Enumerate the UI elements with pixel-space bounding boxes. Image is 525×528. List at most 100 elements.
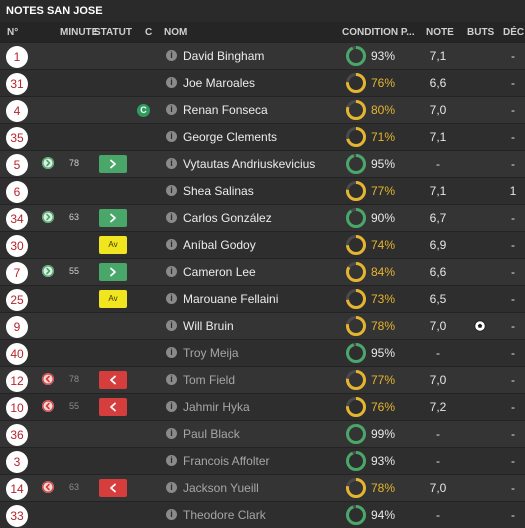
condition-value: 77% (371, 373, 396, 387)
sub-minute: 78 (68, 158, 79, 168)
table-row[interactable]: 36 i Paul Black 99% - - (0, 420, 525, 447)
info-icon[interactable]: i (166, 482, 177, 493)
info-icon[interactable]: i (166, 239, 177, 250)
rating-value: 7,2 (429, 400, 447, 414)
table-row[interactable]: 6 i Shea Salinas 77% 7,1 1 (0, 177, 525, 204)
col-statut-header[interactable]: STATUT (94, 27, 132, 38)
shirt-number: 36 (6, 424, 28, 446)
sub-on-badge (99, 209, 127, 227)
player-name[interactable]: Francois Affolter (183, 454, 270, 468)
info-icon[interactable]: i (166, 428, 177, 439)
col-name-header[interactable]: NOM (164, 27, 188, 38)
info-icon[interactable]: i (166, 50, 177, 61)
player-name[interactable]: Renan Fonseca (183, 103, 268, 117)
info-icon[interactable]: i (166, 266, 177, 277)
player-name[interactable]: Paul Black (183, 427, 240, 441)
info-icon[interactable]: i (166, 374, 177, 385)
table-row[interactable]: 14 63 i Jackson Yueill 78% 7,0 - (0, 474, 525, 501)
condition-value: 71% (371, 130, 396, 144)
table-row[interactable]: 40 i Troy Meija 95% - - (0, 339, 525, 366)
shirt-number: 35 (6, 127, 28, 149)
player-name[interactable]: Jahmir Hyka (183, 400, 250, 414)
rating-value: 7,0 (429, 319, 447, 333)
condition-ring-icon (346, 73, 366, 93)
shirt-number: 7 (6, 262, 28, 284)
table-row[interactable]: 3 i Francois Affolter 93% - - (0, 447, 525, 474)
table-row[interactable]: 9 i Will Bruin 78% 7,0 - (0, 312, 525, 339)
decisive-value: - (511, 265, 515, 279)
info-icon[interactable]: i (166, 293, 177, 304)
col-note-header[interactable]: NOTE (426, 27, 454, 38)
shirt-number: 31 (6, 73, 28, 95)
player-name[interactable]: Jackson Yueill (183, 481, 259, 495)
sub-minute: 78 (68, 374, 79, 384)
rating-value: 6,6 (429, 265, 447, 279)
decisive-value: - (511, 103, 515, 117)
info-icon[interactable]: i (166, 158, 177, 169)
table-row[interactable]: 30 Av i Aníbal Godoy 74% 6,9 - (0, 231, 525, 258)
info-icon[interactable]: i (166, 131, 177, 142)
sub-in-icon (42, 211, 54, 223)
player-name[interactable]: Joe Maroales (183, 76, 256, 90)
sub-in-icon (42, 265, 54, 277)
info-icon[interactable]: i (166, 320, 177, 331)
player-name[interactable]: Marouane Fellaini (183, 292, 279, 306)
player-name[interactable]: Will Bruin (183, 319, 234, 333)
condition-value: 84% (371, 265, 396, 279)
table-row[interactable]: 31 i Joe Maroales 76% 6,6 - (0, 69, 525, 96)
condition-value: 78% (371, 319, 396, 333)
player-name[interactable]: Cameron Lee (183, 265, 256, 279)
col-captain-header[interactable]: C (145, 27, 153, 38)
col-condition-header[interactable]: CONDITION P... (342, 27, 415, 38)
info-icon[interactable]: i (166, 455, 177, 466)
condition-value: 73% (371, 292, 396, 306)
shirt-number: 40 (6, 343, 28, 365)
decisive-value: - (511, 454, 515, 468)
table-row[interactable]: 5 78 i Vytautas Andriuskevicius 95% - - (0, 150, 525, 177)
table-row[interactable]: 7 55 i Cameron Lee 84% 6,6 - (0, 258, 525, 285)
condition-value: 99% (371, 427, 396, 441)
rating-value: - (436, 454, 440, 468)
info-icon[interactable]: i (166, 77, 177, 88)
condition-ring-icon (346, 208, 366, 228)
col-num-header[interactable]: N° (7, 27, 19, 38)
rating-value: 7,1 (429, 184, 447, 198)
table-row[interactable]: 34 63 i Carlos González 90% 6,7 - (0, 204, 525, 231)
decisive-value: - (511, 373, 515, 387)
col-decisive-header[interactable]: DÉC (503, 27, 525, 38)
info-icon[interactable]: i (166, 185, 177, 196)
player-name[interactable]: David Bingham (183, 49, 265, 63)
table-row[interactable]: 1 i David Bingham 93% 7,1 - (0, 42, 525, 69)
condition-value: 95% (371, 157, 396, 171)
table-row[interactable]: 12 78 i Tom Field 77% 7,0 - (0, 366, 525, 393)
player-name[interactable]: Theodore Clark (183, 508, 266, 522)
player-name[interactable]: Tom Field (183, 373, 236, 387)
table-row[interactable]: 25 Av i Marouane Fellaini 73% 6,5 - (0, 285, 525, 312)
player-name[interactable]: Shea Salinas (183, 184, 254, 198)
table-row[interactable]: 35 i George Clements 71% 7,1 - (0, 123, 525, 150)
player-name[interactable]: Vytautas Andriuskevicius (183, 157, 316, 171)
sub-on-badge (99, 155, 127, 173)
table-row[interactable]: 10 55 i Jahmir Hyka 76% 7,2 - (0, 393, 525, 420)
player-name[interactable]: Troy Meija (183, 346, 239, 360)
info-icon[interactable]: i (166, 212, 177, 223)
condition-ring-icon (346, 262, 366, 282)
info-icon[interactable]: i (166, 347, 177, 358)
condition-value: 94% (371, 508, 396, 522)
condition-ring-icon (346, 451, 366, 471)
decisive-value: - (511, 319, 515, 333)
col-minute-header[interactable]: MINUTE (60, 27, 99, 38)
condition-ring-icon (346, 397, 366, 417)
decisive-value: - (511, 76, 515, 90)
condition-ring-icon (346, 100, 366, 120)
info-icon[interactable]: i (166, 401, 177, 412)
decisive-value: - (511, 346, 515, 360)
player-name[interactable]: Aníbal Godoy (183, 238, 256, 252)
condition-ring-icon (346, 127, 366, 147)
player-name[interactable]: George Clements (183, 130, 278, 144)
player-name[interactable]: Carlos González (183, 211, 272, 225)
col-goals-header[interactable]: BUTS (467, 27, 495, 38)
info-icon[interactable]: i (166, 104, 177, 115)
condition-value: 80% (371, 103, 396, 117)
